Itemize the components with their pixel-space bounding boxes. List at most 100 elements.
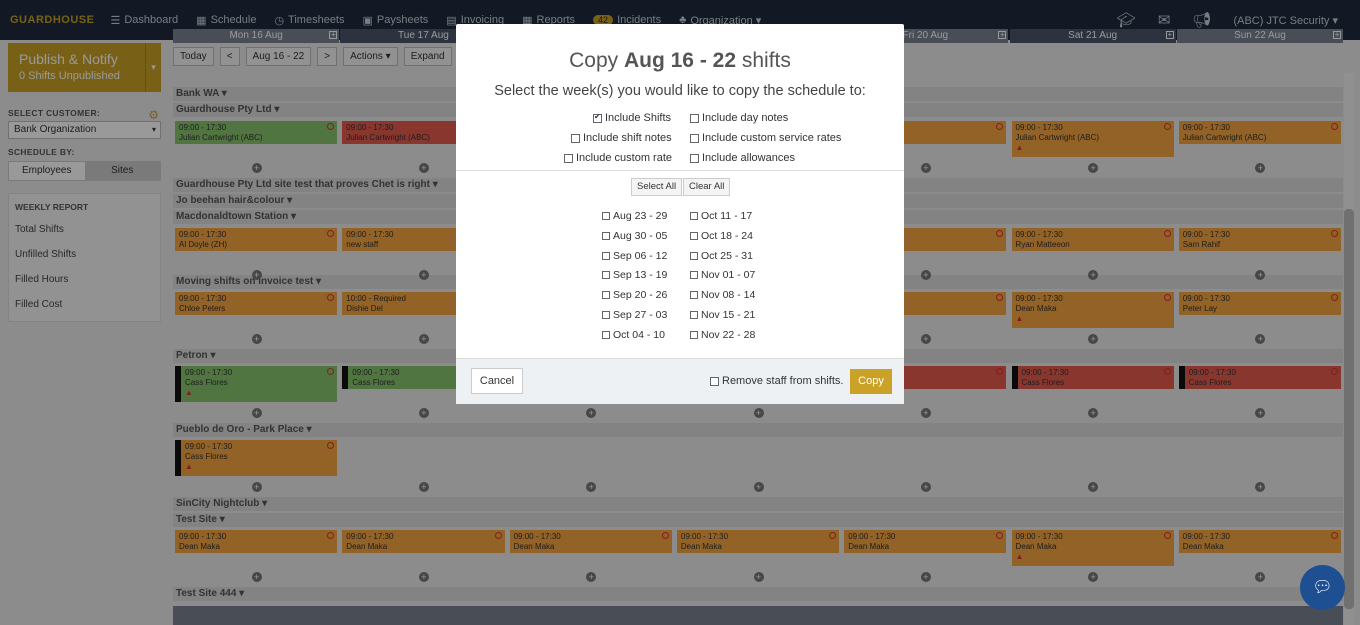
add-shift-button[interactable]: +	[1088, 163, 1099, 173]
option-include-custom-service-rates[interactable]: Include custom service rates	[690, 132, 841, 144]
publish-dropdown-caret[interactable]: ▾	[145, 43, 161, 92]
site-header[interactable]: Test Site 444 ▾	[173, 587, 1343, 601]
clear-all-button[interactable]: Clear All	[683, 178, 731, 196]
prev-week-button[interactable]: <	[219, 46, 240, 66]
week-checkbox[interactable]	[690, 271, 698, 280]
week-option[interactable]: Nov 15 - 21	[690, 309, 755, 321]
account-menu[interactable]: (ABC) JTC Security ▾	[1233, 14, 1338, 27]
add-shift-button[interactable]: +	[586, 408, 597, 418]
add-shift-button[interactable]: +	[1088, 408, 1099, 418]
week-checkbox[interactable]	[690, 291, 698, 300]
add-shift-button[interactable]: +	[251, 482, 262, 492]
add-shift-button[interactable]: +	[1255, 334, 1266, 344]
add-shift-button[interactable]: +	[920, 572, 931, 582]
week-checkbox[interactable]	[602, 212, 610, 220]
week-option[interactable]: Sep 13 - 19	[602, 269, 667, 281]
select-all-button[interactable]: Select All	[631, 178, 683, 196]
add-shift-button[interactable]: +	[418, 270, 429, 280]
grid-scrollbar[interactable]	[1344, 73, 1354, 625]
week-option[interactable]: Sep 27 - 03	[602, 309, 667, 321]
nav-item-schedule[interactable]: ▦ Schedule	[196, 14, 256, 27]
report-total-shifts[interactable]: Total Shifts	[15, 224, 64, 235]
week-option[interactable]: Nov 22 - 28	[690, 329, 755, 341]
add-shift-button[interactable]: +	[418, 572, 429, 582]
nav-item-organization[interactable]: ♣ Organization ▾	[679, 14, 761, 27]
week-option[interactable]: Aug 23 - 29	[602, 210, 667, 222]
add-shift-button[interactable]: +	[920, 163, 931, 173]
add-shift-button[interactable]: +	[1255, 270, 1266, 280]
week-option[interactable]: Nov 08 - 14	[690, 289, 755, 301]
add-shift-button[interactable]: +	[251, 163, 262, 173]
toggle-sites[interactable]: Sites	[84, 162, 160, 180]
shift-card[interactable]: 09:00 - 17:30 Peter Lay	[1178, 292, 1342, 315]
expand-button[interactable]: Expand	[403, 46, 452, 66]
shift-card[interactable]: 09:00 - 17:30 Dean Maka	[676, 530, 840, 553]
shift-card[interactable]: 09:00 - 17:30 Cass Flores	[1178, 366, 1342, 389]
week-option[interactable]: Aug 30 - 05	[602, 230, 667, 242]
add-shift-button[interactable]: +	[1088, 482, 1099, 492]
week-checkbox[interactable]	[602, 311, 610, 319]
cancel-button[interactable]: Cancel	[471, 368, 523, 394]
toggle-employees[interactable]: Employees	[9, 162, 85, 180]
add-shift-button[interactable]: +	[418, 482, 429, 492]
add-shift-button[interactable]: +	[418, 408, 429, 418]
shift-card[interactable]: 09:00 - 17:30 Dean Maka ▲	[1011, 530, 1174, 566]
shift-card[interactable]: 09:00 - 17:30 Cass Flores ▲	[175, 366, 338, 402]
option-checkbox[interactable]	[690, 133, 699, 143]
add-shift-button[interactable]: +	[251, 572, 262, 582]
add-shift-button[interactable]: +	[920, 482, 931, 492]
site-header[interactable]: Pueblo de Oro - Park Place ▾	[173, 423, 1343, 437]
week-option[interactable]: Oct 11 - 17	[690, 210, 752, 222]
report-filled-hours[interactable]: Filled Hours	[15, 274, 69, 285]
add-shift-button[interactable]: +	[1255, 408, 1266, 418]
add-shift-button[interactable]: +	[251, 334, 262, 344]
nav-item-incidents[interactable]: 42 Incidents	[593, 14, 661, 27]
option-checkbox[interactable]	[690, 153, 699, 163]
week-option[interactable]: Oct 18 - 24	[690, 230, 753, 242]
add-shift-button[interactable]: +	[586, 482, 597, 492]
customer-select[interactable]: Bank Organization ▾	[8, 121, 161, 139]
megaphone-icon[interactable]: 📢︎	[1192, 12, 1212, 29]
shift-card[interactable]: 09:00 - 17:30 Ryan Matteeon	[1011, 228, 1174, 251]
week-option[interactable]: Nov 01 - 07	[690, 269, 755, 281]
shift-card[interactable]: 09:00 - 17:30 Sam Rahif	[1178, 228, 1342, 251]
add-day-plus-icon[interactable]: +	[1333, 30, 1342, 39]
week-option[interactable]: Sep 06 - 12	[602, 250, 667, 262]
add-day-plus-icon[interactable]: +	[1165, 30, 1174, 39]
add-shift-button[interactable]: +	[418, 334, 429, 344]
shift-card[interactable]: 09:00 - 17:30 Dean Maka	[844, 530, 1007, 553]
add-shift-button[interactable]: +	[753, 408, 764, 418]
add-shift-button[interactable]: +	[418, 163, 429, 173]
graduation-cap-icon[interactable]: 🎓︎	[1116, 12, 1136, 29]
site-header[interactable]: Test Site ▾	[173, 513, 1343, 527]
week-checkbox[interactable]	[690, 231, 698, 240]
add-shift-button[interactable]: +	[251, 270, 262, 280]
week-checkbox[interactable]	[690, 311, 698, 319]
add-shift-button[interactable]: +	[1255, 482, 1266, 492]
shift-card[interactable]: 09:00 - 17:30 Cass Flores ▲	[175, 440, 338, 476]
week-checkbox[interactable]	[602, 231, 610, 240]
add-shift-button[interactable]: +	[920, 334, 931, 344]
add-shift-button[interactable]: +	[1088, 334, 1099, 344]
add-shift-button[interactable]: +	[586, 572, 597, 582]
add-shift-button[interactable]: +	[920, 408, 931, 418]
shift-card[interactable]: 09:00 - 17:30 Dean Maka ▲	[1011, 292, 1174, 328]
app-logo[interactable]: GUARDHOUSE	[10, 14, 95, 26]
week-checkbox[interactable]	[602, 271, 610, 280]
add-shift-button[interactable]: +	[1088, 572, 1099, 582]
gear-icon[interactable]: ⚙	[148, 108, 159, 122]
add-shift-button[interactable]: +	[1255, 163, 1266, 173]
remove-staff-checkbox[interactable]	[710, 376, 719, 386]
week-option[interactable]: Oct 25 - 31	[690, 250, 753, 262]
nav-item-paysheets[interactable]: ▣ Paysheets	[363, 14, 429, 27]
add-shift-button[interactable]: +	[1255, 572, 1266, 582]
option-checkbox[interactable]	[564, 153, 573, 163]
week-checkbox[interactable]	[602, 291, 610, 300]
shift-card[interactable]: 09:00 - 17:30 Chloe Peters	[175, 292, 338, 315]
today-button[interactable]: Today	[173, 46, 214, 66]
remove-staff-option[interactable]: Remove staff from shifts.	[710, 375, 843, 387]
copy-button[interactable]: Copy	[850, 369, 892, 394]
option-include-allowances[interactable]: Include allowances	[690, 152, 795, 164]
site-header[interactable]: SinCity Nightclub ▾	[173, 497, 1343, 511]
shift-card[interactable]: 09:00 - 17:30 Dean Maka	[1178, 530, 1342, 553]
